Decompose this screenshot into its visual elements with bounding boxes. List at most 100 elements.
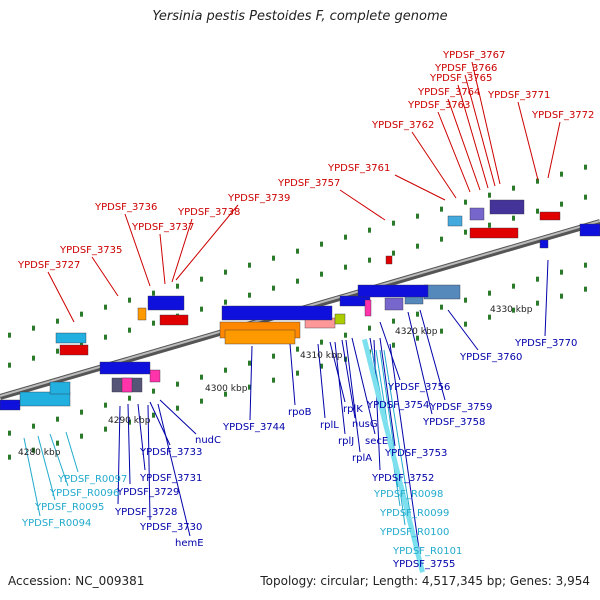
- leader-line: [149, 401, 171, 446]
- gene-label-rplk[interactable]: rplK: [343, 404, 363, 415]
- gene-feature[interactable]: [55, 332, 87, 344]
- gene-label-ypdsf-3729[interactable]: YPDSF_3729: [116, 487, 179, 498]
- gene-label-ypdsf-3737[interactable]: YPDSF_3737: [131, 222, 194, 233]
- gene-feature[interactable]: [137, 307, 147, 321]
- gene-label-sece[interactable]: secE: [365, 436, 388, 447]
- gene-feature[interactable]: [357, 284, 429, 298]
- scale-tick-mark: [320, 241, 323, 247]
- gene-feature[interactable]: [469, 227, 519, 239]
- gene-label-ypdsf-3735[interactable]: YPDSF_3735: [59, 245, 122, 256]
- gene-label-ypdsf-3752[interactable]: YPDSF_3752: [371, 473, 434, 484]
- scale-tick-mark: [152, 412, 155, 418]
- gene-label-ypdsf-3736[interactable]: YPDSF_3736: [94, 202, 157, 213]
- scale-label: 4290 kbp: [108, 416, 151, 426]
- gene-feature[interactable]: [385, 255, 393, 265]
- gene-feature[interactable]: [334, 313, 346, 325]
- gene-label-ypdsf-3738[interactable]: YPDSF_3738: [177, 207, 240, 218]
- rna-feature[interactable]: [362, 338, 425, 573]
- gene-feature[interactable]: [49, 381, 71, 395]
- leader-line: [137, 403, 146, 471]
- gene-label-ypdsf-3739[interactable]: YPDSF_3739: [227, 193, 290, 204]
- leader-line: [447, 98, 481, 191]
- scale-tick-mark: [464, 229, 467, 235]
- gene-feature[interactable]: [59, 344, 89, 356]
- gene-label-nudc[interactable]: nudC: [195, 435, 221, 446]
- gene-label-ypdsf-r0099[interactable]: YPDSF_R0099: [379, 508, 449, 519]
- gene-feature[interactable]: [469, 207, 485, 221]
- gene-label-ypdsf-3762[interactable]: YPDSF_3762: [371, 120, 434, 131]
- scale-tick-mark: [440, 206, 443, 212]
- leader-line: [419, 309, 446, 401]
- gene-label-ypdsf-3760[interactable]: YPDSF_3760: [459, 352, 522, 363]
- gene-label-ypdsf-3757[interactable]: YPDSF_3757: [277, 178, 340, 189]
- scale-tick-mark: [296, 346, 299, 352]
- gene-feature[interactable]: [99, 361, 151, 375]
- gene-label-rpll[interactable]: rplL: [320, 420, 339, 431]
- gene-label-ypdsf-r0095[interactable]: YPDSF_R0095: [34, 502, 104, 513]
- gene-label-ypdsf-3727[interactable]: YPDSF_3727: [17, 260, 80, 271]
- gene-label-ypdsf-r0100[interactable]: YPDSF_R0100: [379, 527, 449, 538]
- scale-tick-mark: [536, 178, 539, 184]
- leader-line: [317, 343, 326, 419]
- gene-label-ypdsf-3771[interactable]: YPDSF_3771: [487, 90, 550, 101]
- gene-feature[interactable]: [19, 391, 71, 407]
- gene-label-ypdsf-3728[interactable]: YPDSF_3728: [114, 507, 177, 518]
- scale-tick-mark: [104, 402, 107, 408]
- gene-feature[interactable]: [489, 199, 525, 215]
- gene-label-ypdsf-3763[interactable]: YPDSF_3763: [407, 100, 470, 111]
- scale-tick-mark: [200, 276, 203, 282]
- scale-tick-mark: [584, 286, 587, 292]
- scale-tick-mark: [272, 285, 275, 291]
- gene-label-ypdsf-r0097[interactable]: YPDSF_R0097: [57, 474, 127, 485]
- gene-label-ypdsf-3764[interactable]: YPDSF_3764: [417, 87, 480, 98]
- gene-label-ypdsf-3730[interactable]: YPDSF_3730: [139, 522, 202, 533]
- gene-feature[interactable]: [423, 284, 461, 300]
- gene-label-nusg[interactable]: nusG: [352, 419, 378, 430]
- accession-text: Accession: NC_009381: [8, 574, 145, 588]
- gene-label-ypdsf-3765[interactable]: YPDSF_3765: [429, 73, 492, 84]
- scale-tick-mark: [224, 269, 227, 275]
- scale-tick-mark: [248, 292, 251, 298]
- gene-label-ypdsf-3759[interactable]: YPDSF_3759: [429, 402, 492, 413]
- gene-feature[interactable]: [224, 329, 296, 345]
- gene-feature[interactable]: [539, 239, 549, 249]
- gene-label-ypdsf-3770[interactable]: YPDSF_3770: [514, 338, 577, 349]
- gene-feature[interactable]: [0, 399, 21, 411]
- gene-label-ypdsf-3744[interactable]: YPDSF_3744: [222, 422, 285, 433]
- gene-feature[interactable]: [221, 305, 333, 321]
- gene-feature[interactable]: [364, 299, 372, 317]
- scale-tick-mark: [560, 269, 563, 275]
- gene-feature[interactable]: [121, 377, 133, 393]
- gene-label-ypdsf-3772[interactable]: YPDSF_3772: [531, 110, 594, 121]
- gene-label-ypdsf-3755[interactable]: YPDSF_3755: [392, 559, 455, 570]
- gene-label-rpob[interactable]: rpoB: [288, 407, 312, 418]
- gene-feature[interactable]: [539, 211, 561, 221]
- gene-feature[interactable]: [579, 223, 600, 237]
- gene-label-ypdsf-r0096[interactable]: YPDSF_R0096: [49, 488, 119, 499]
- gene-label-ypdsf-3753[interactable]: YPDSF_3753: [384, 448, 447, 459]
- gene-label-ypdsf-3766[interactable]: YPDSF_3766: [434, 63, 497, 74]
- gene-label-rpla[interactable]: rplA: [352, 453, 372, 464]
- gene-feature[interactable]: [147, 295, 185, 311]
- gene-label-ypdsf-3733[interactable]: YPDSF_3733: [139, 447, 202, 458]
- gene-label-ypdsf-3767[interactable]: YPDSF_3767: [442, 50, 505, 61]
- scale-tick-mark: [416, 243, 419, 249]
- gene-label-ypdsf-3731[interactable]: YPDSF_3731: [139, 473, 202, 484]
- scale-tick-mark: [296, 248, 299, 254]
- gene-label-ypdsf-r0098[interactable]: YPDSF_R0098: [373, 489, 443, 500]
- gene-feature[interactable]: [447, 215, 463, 227]
- gene-label-ypdsf-r0094[interactable]: YPDSF_R0094: [21, 518, 91, 529]
- gene-label-ypdsf-3754[interactable]: YPDSF_3754: [366, 400, 429, 411]
- gene-feature[interactable]: [159, 314, 189, 326]
- gene-label-ypdsf-r0101[interactable]: YPDSF_R0101: [392, 546, 462, 557]
- gene-label-ypdsf-3756[interactable]: YPDSF_3756: [387, 382, 450, 393]
- gene-label-ypdsf-3761[interactable]: YPDSF_3761: [327, 163, 390, 174]
- scale-tick-mark: [464, 321, 467, 327]
- gene-label-rplj[interactable]: rplJ: [338, 436, 354, 447]
- leader-line: [379, 321, 401, 381]
- gene-feature[interactable]: [384, 297, 404, 311]
- gene-label-ypdsf-3758[interactable]: YPDSF_3758: [422, 417, 485, 428]
- gene-label-heme[interactable]: hemE: [175, 538, 204, 549]
- scale-tick-mark: [440, 328, 443, 334]
- gene-feature[interactable]: [149, 369, 161, 383]
